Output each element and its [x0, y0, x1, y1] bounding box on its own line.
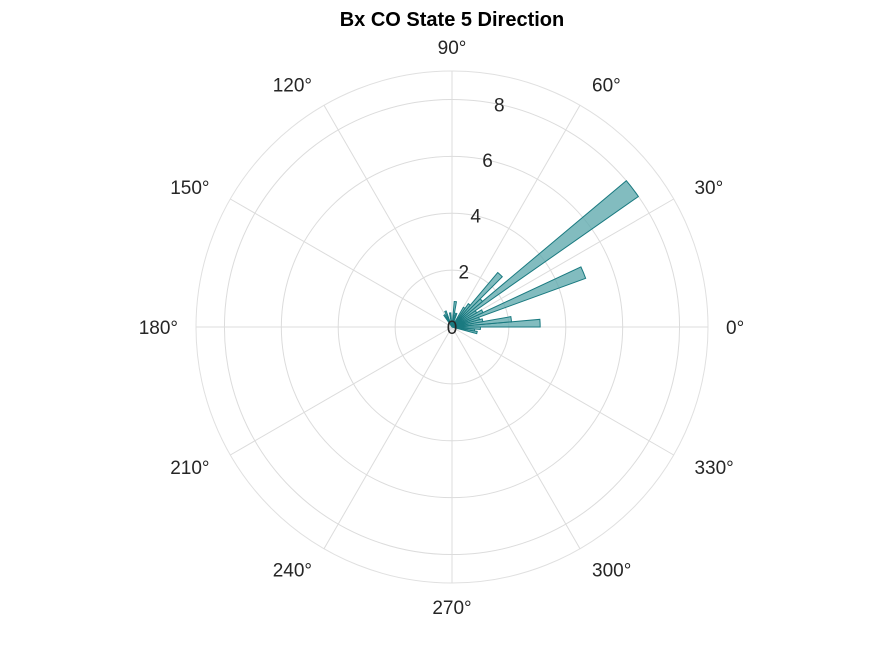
- histogram-bar-19: [443, 313, 453, 328]
- radial-tick-label-2: 2: [459, 262, 470, 283]
- angle-tick-label-210: 210°: [170, 458, 209, 479]
- angle-tick-label-300: 300°: [592, 560, 631, 581]
- histogram-bar-7: [451, 266, 587, 328]
- histogram-bar-0: [451, 326, 478, 335]
- angle-tick-labels: 0° 30° 60° 90° 120° 150° 180° 210° 240° 270° 300° 3…: [139, 38, 744, 619]
- angle-tick-label-150: 150°: [170, 178, 209, 199]
- angle-gridline-210: [230, 326, 453, 456]
- angle-gridline-300: [451, 326, 581, 549]
- radial-tick-label-0: 0: [447, 318, 458, 339]
- radial-tick-label-4: 4: [470, 207, 481, 228]
- angle-gridline-150: [230, 198, 453, 328]
- angle-tick-label-120: 120°: [273, 76, 312, 97]
- angle-tick-label-0: 0°: [726, 318, 744, 339]
- angle-gridline-60: [451, 105, 581, 328]
- radial-tick-label-6: 6: [482, 151, 493, 172]
- angle-tick-label-240: 240°: [273, 560, 312, 581]
- angle-tick-label-30: 30°: [694, 178, 723, 199]
- angle-tick-label-60: 60°: [592, 76, 621, 97]
- radial-tick-label-8: 8: [494, 95, 505, 116]
- angle-tick-label-270: 270°: [432, 598, 471, 619]
- histogram-bar-10: [451, 180, 640, 328]
- chart-title: Bx CO State 5 Direction: [340, 9, 565, 31]
- angle-gridline-30: [451, 198, 674, 328]
- radial-tick-labels: 0 2 4 6 8: [447, 95, 505, 339]
- angle-tick-label-180: 180°: [139, 318, 178, 339]
- angle-gridline-240: [323, 326, 453, 549]
- histogram-bar-14: [451, 306, 466, 328]
- polar-grid: [195, 70, 709, 584]
- angle-gridline-330: [451, 326, 674, 456]
- histogram-bar-15: [451, 312, 458, 328]
- histogram-bar-12: [451, 271, 503, 328]
- histogram-bar-16: [451, 300, 458, 328]
- angle-gridline-120: [323, 105, 453, 328]
- histogram-bar-17: [448, 312, 453, 328]
- angle-tick-label-90: 90°: [438, 38, 467, 59]
- angle-tick-label-330: 330°: [694, 458, 733, 479]
- histogram-bars: [443, 180, 640, 335]
